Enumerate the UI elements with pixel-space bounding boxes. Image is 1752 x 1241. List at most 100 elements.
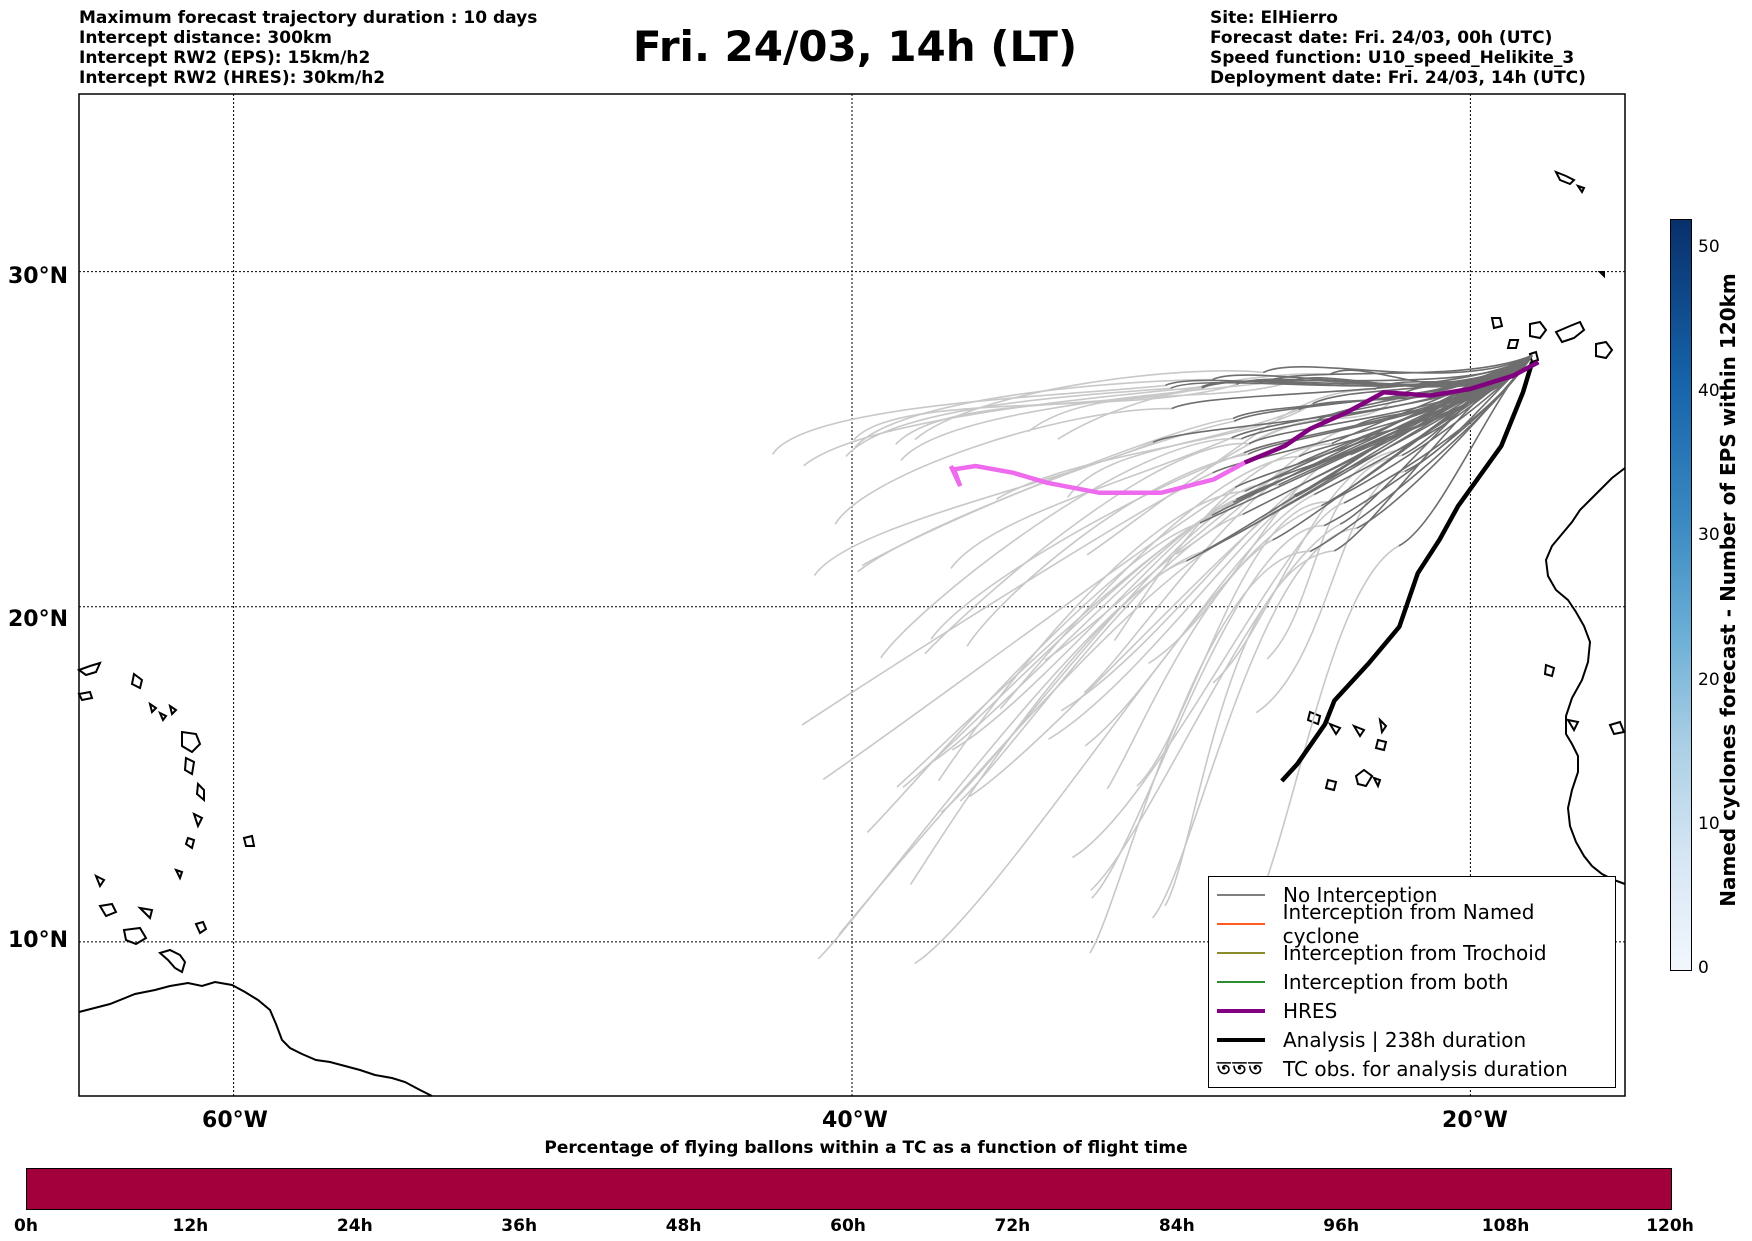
coastline-segment [174, 868, 184, 881]
lon-label-60w: 60°W [202, 1108, 268, 1133]
legend-label: TC obs. for analysis duration [1283, 1057, 1568, 1081]
coastline-segment [1595, 340, 1614, 360]
eps-trajectory [1312, 354, 1533, 405]
coastline-segment [242, 834, 256, 847]
legend-label: No Interception [1283, 883, 1438, 907]
eps-trajectory [1090, 523, 1341, 891]
eps-trajectory [853, 383, 1237, 441]
eps-trajectory [1136, 501, 1329, 787]
coastline-segment [1354, 768, 1374, 788]
flight-time-colorbar-tick: 36h [501, 1216, 538, 1236]
lat-label-20n: 20°N [8, 607, 69, 632]
legend-item: Interception from Trochoid [1217, 941, 1547, 965]
eps-trajectory [1212, 449, 1398, 684]
eps-trajectory [930, 452, 1245, 640]
coastline-segment [130, 672, 144, 690]
eps-trajectory [822, 486, 1236, 781]
eps-trajectory [838, 539, 1227, 935]
flight-time-colorbar-tick: 48h [665, 1216, 702, 1236]
eps-trajectory [959, 513, 1243, 802]
header-left-line: Intercept RW2 (EPS): 15km/h2 [79, 48, 371, 68]
header-right-line: Speed function: U10_speed_Helikite_3 [1210, 48, 1575, 68]
header-right-line: Forecast date: Fri. 24/03, 00h (UTC) [1210, 28, 1553, 48]
legend-item: Interception from both [1217, 970, 1509, 994]
coastline-segment [1374, 738, 1388, 752]
eps-trajectory [1027, 381, 1290, 433]
eps-trajectory [1106, 504, 1322, 790]
cyclone-colorbar-tick: 20 [1698, 669, 1720, 690]
coastline-segment [1528, 350, 1540, 364]
legend-label: Analysis | 238h duration [1283, 1028, 1527, 1052]
eps-trajectory [1258, 354, 1533, 385]
eps-trajectory [969, 494, 1295, 798]
eps-trajectory [803, 386, 1202, 467]
cyclone-colorbar-tick: 0 [1698, 958, 1709, 978]
eps-trajectory [1084, 493, 1315, 747]
eps-trajectory [854, 378, 1213, 448]
map-title: Fri. 24/03, 14h (LT) [632, 22, 1078, 71]
coastline-segment [168, 703, 178, 716]
eps-trajectory [1164, 550, 1335, 907]
eps-trajectory [866, 522, 1201, 833]
analysis-track [1280, 361, 1535, 783]
legend-item: No Interception [1217, 883, 1437, 907]
flight-time-colorbar-tick: 72h [994, 1216, 1031, 1236]
eps-trajectory [845, 387, 1171, 458]
coastline-segment [1378, 717, 1388, 735]
eps-trajectory [900, 382, 1259, 461]
eps-trajectory [950, 437, 1232, 569]
coastline-segment [157, 948, 187, 974]
coastline-segment [76, 661, 102, 677]
flight-time-colorbar-title: Percentage of flying ballons within a TC… [544, 1138, 1188, 1158]
eps-trajectory [834, 407, 1172, 525]
eps-trajectory [996, 402, 1314, 500]
flight-time-colorbar-tick: 12h [172, 1216, 209, 1236]
legend-swatch [1217, 952, 1265, 954]
coastline-segment [94, 873, 106, 889]
coastline-segment [1506, 339, 1520, 349]
legend-item: Interception from Named cyclone [1217, 900, 1615, 948]
eps-trajectory [1060, 481, 1307, 712]
lat-label-10n: 10°N [8, 928, 69, 953]
eps-trajectory [771, 384, 1166, 455]
lon-label-20w: 20°W [1442, 1108, 1508, 1133]
coastline-segment [1597, 271, 1605, 279]
coastline-segment [1608, 720, 1626, 736]
eps-trajectory [1201, 354, 1533, 389]
coastline-segment [1324, 778, 1338, 792]
tc-symbol-icon: ত ত ত [1217, 1057, 1262, 1079]
legend-item: ত ত ত TC obs. for analysis duration [1217, 1057, 1568, 1081]
eps-trajectory [1152, 527, 1357, 919]
legend-item: HRES [1217, 999, 1337, 1023]
legend-swatch [1217, 1038, 1265, 1042]
header-left-info: Maximum forecast trajectory duration : 1… [79, 8, 537, 88]
cyclone-colorbar-label: Named cyclones forecast - Number of EPS … [1716, 273, 1740, 907]
eps-trajectory [880, 438, 1242, 659]
eps-trajectory [1048, 495, 1297, 740]
legend-label: HRES [1283, 999, 1338, 1023]
coastline-segment [1553, 170, 1576, 186]
coastline-segment [137, 906, 154, 920]
flight-time-colorbar-tick: 120h [1646, 1216, 1694, 1236]
map-frame [78, 93, 1626, 1097]
header-right-line: Site: ElHierro [1210, 8, 1338, 28]
coastline-segment [1575, 184, 1586, 194]
coastline-segment [148, 701, 158, 714]
hres-track [1243, 360, 1540, 465]
flight-time-colorbar-tick: 108h [1481, 1216, 1530, 1236]
coastline-segment [195, 781, 205, 803]
legend-label: Interception from Named cyclone [1282, 900, 1535, 948]
coastline-segment [184, 836, 196, 850]
legend-swatch [1217, 894, 1265, 896]
cyclone-colorbar [1670, 219, 1692, 971]
header-right-info: Site: ElHierro Forecast date: Fri. 24/03,… [1210, 8, 1586, 88]
coastline-segment [1490, 317, 1504, 330]
eps-trajectory [914, 370, 1264, 441]
flight-time-colorbar-tick: 24h [336, 1216, 373, 1236]
coastline-segment [183, 756, 196, 776]
coastline-segment [158, 710, 168, 722]
coastline-segment [1327, 721, 1342, 736]
eps-trajectory [813, 441, 1154, 576]
eps-trajectory [1266, 454, 1403, 660]
